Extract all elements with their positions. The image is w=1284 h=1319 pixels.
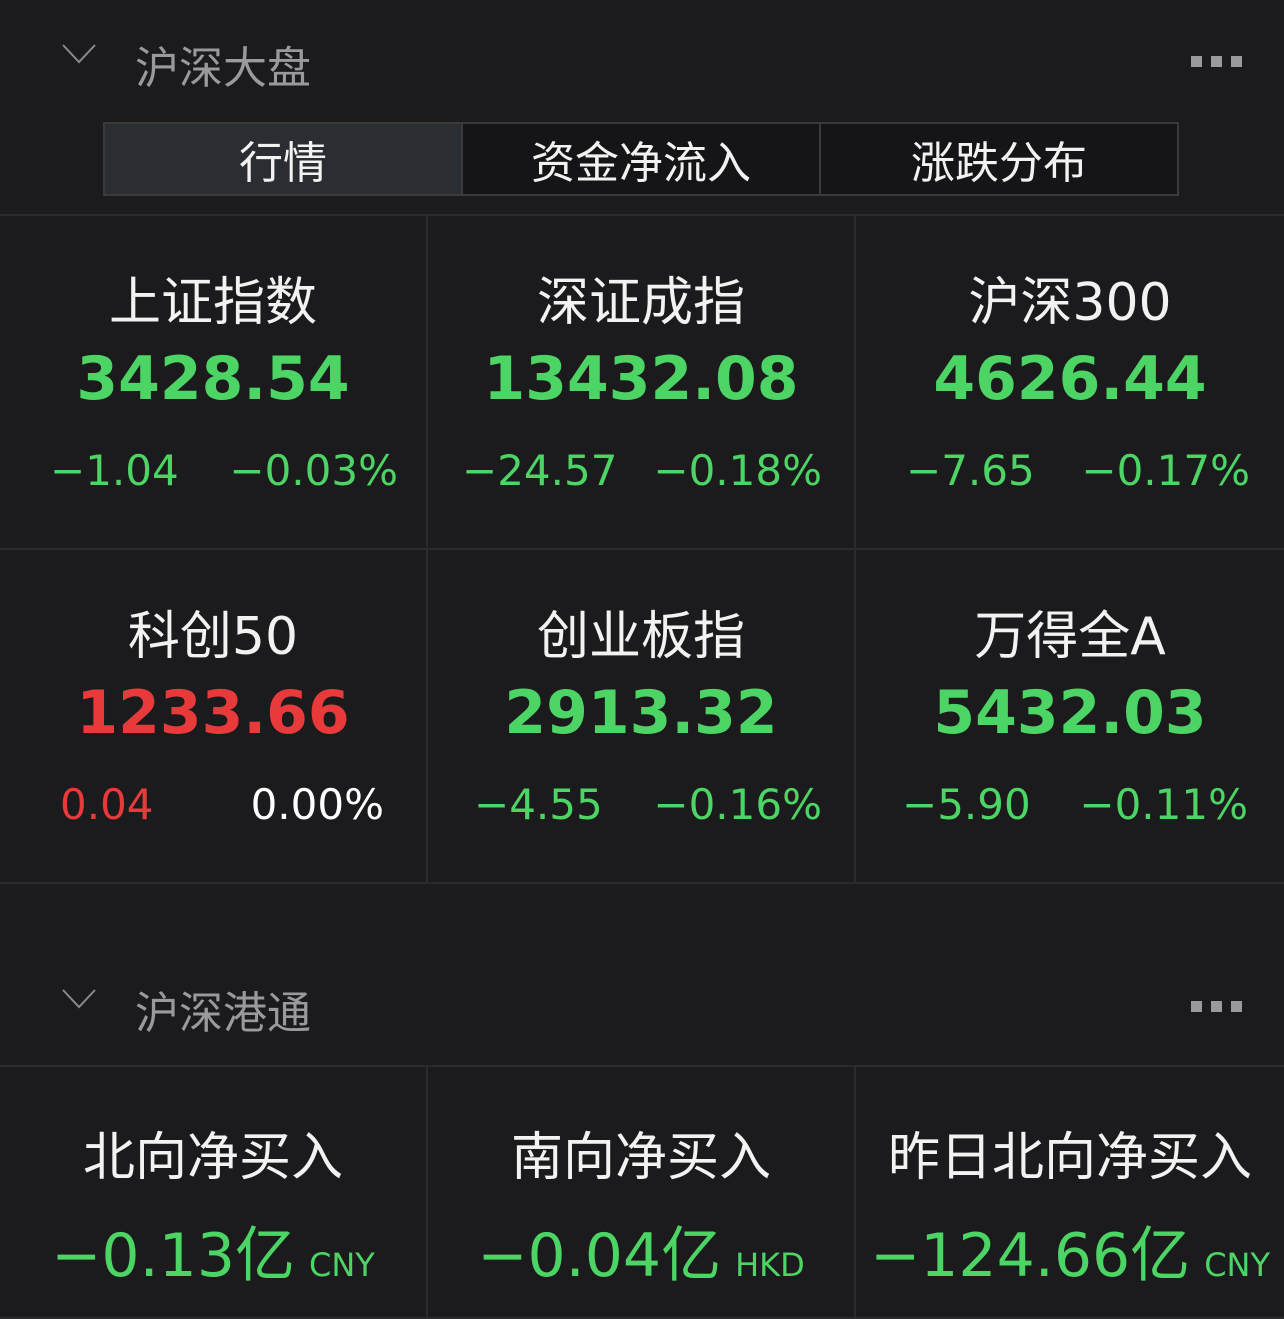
index-change: −24.57 — [462, 446, 618, 495]
more-icon[interactable] — [1191, 56, 1242, 67]
flow-name: 南向净买入 — [510, 1128, 771, 1188]
index-change: −5.90 — [902, 780, 1031, 829]
index-change: 0.04 — [60, 780, 154, 829]
flow-value: −0.04亿 — [477, 1221, 722, 1291]
index-change: −4.55 — [474, 780, 603, 829]
section-title: 沪深大盘 — [135, 43, 311, 94]
index-grid: 上证指数 3428.54 −1.04 −0.03% 深证成指 13432.08 −24.5… — [0, 214, 1284, 884]
flow-value: −124.66亿 — [869, 1221, 1191, 1291]
index-change: −7.65 — [906, 446, 1035, 495]
index-value: 5432.03 — [933, 678, 1207, 748]
index-percent: −0.16% — [653, 780, 822, 829]
section-header-market[interactable]: 沪深大盘 — [0, 0, 1284, 100]
flow-grid: 北向净买入 −0.13亿 CNY 南向净买入 −0.04亿 HKD 昨日北向净买入 −12… — [0, 1065, 1284, 1319]
flow-value: −0.13亿 — [51, 1221, 296, 1291]
flow-amount: −0.13亿 CNY — [0, 1207, 426, 1294]
index-value: 4626.44 — [933, 344, 1207, 414]
flow-card[interactable]: 昨日北向净买入 −124.66亿 CNY — [856, 1067, 1284, 1319]
index-name: 深证成指 — [536, 273, 745, 333]
flow-amount: −0.04亿 HKD — [428, 1207, 854, 1294]
index-card[interactable]: 万得全A 5432.03 −5.90 −0.11% — [856, 550, 1284, 884]
index-value: 3428.54 — [76, 344, 350, 414]
chevron-down-icon[interactable] — [62, 44, 96, 64]
flow-card[interactable]: 北向净买入 −0.13亿 CNY — [0, 1067, 428, 1319]
chevron-down-icon[interactable] — [62, 989, 96, 1009]
index-value: 2913.32 — [504, 678, 778, 748]
index-name: 沪深300 — [968, 273, 1172, 333]
index-name: 万得全A — [974, 607, 1166, 667]
index-change: −1.04 — [50, 446, 179, 495]
tab-quotes[interactable]: 行情 — [105, 124, 463, 194]
tab-bar: 行情 资金净流入 涨跌分布 — [103, 122, 1179, 196]
index-name: 科创50 — [127, 607, 299, 667]
index-value: 1233.66 — [76, 678, 350, 748]
index-percent: −0.11% — [1079, 780, 1248, 829]
section-header-connect[interactable]: 沪深港通 — [0, 945, 1284, 1045]
index-value: 13432.08 — [483, 344, 799, 414]
more-icon[interactable] — [1191, 1001, 1242, 1012]
section-title: 沪深港通 — [135, 988, 311, 1039]
index-name: 创业板指 — [536, 607, 745, 667]
index-percent: −0.18% — [653, 446, 822, 495]
flow-currency: CNY — [1204, 1246, 1271, 1284]
index-percent: −0.03% — [229, 446, 398, 495]
index-card[interactable]: 科创50 1233.66 0.04 0.00% — [0, 550, 428, 884]
index-card[interactable]: 深证成指 13432.08 −24.57 −0.18% — [428, 216, 856, 550]
index-percent: 0.00% — [250, 780, 384, 829]
index-percent: −0.17% — [1081, 446, 1250, 495]
flow-card[interactable]: 南向净买入 −0.04亿 HKD — [428, 1067, 856, 1319]
flow-name: 昨日北向净买入 — [887, 1128, 1252, 1188]
flow-name: 北向净买入 — [82, 1128, 343, 1188]
flow-currency: CNY — [309, 1246, 375, 1284]
index-card[interactable]: 创业板指 2913.32 −4.55 −0.16% — [428, 550, 856, 884]
tab-distribution[interactable]: 涨跌分布 — [821, 124, 1177, 194]
index-card[interactable]: 沪深300 4626.44 −7.65 −0.17% — [856, 216, 1284, 550]
index-card[interactable]: 上证指数 3428.54 −1.04 −0.03% — [0, 216, 428, 550]
tab-net-inflow[interactable]: 资金净流入 — [463, 124, 821, 194]
index-name: 上证指数 — [108, 273, 317, 333]
flow-currency: HKD — [735, 1246, 805, 1284]
flow-amount: −124.66亿 CNY — [856, 1207, 1284, 1294]
